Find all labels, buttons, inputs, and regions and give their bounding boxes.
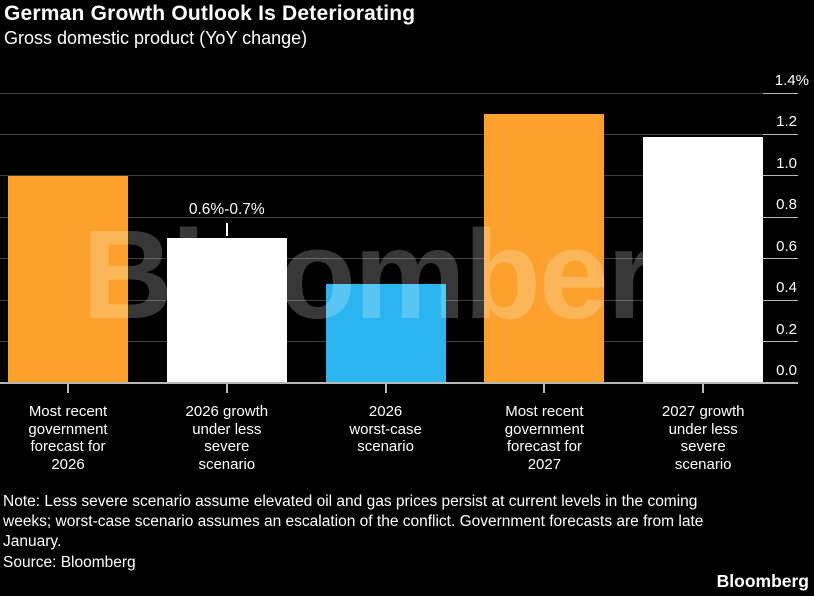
y-axis-label: 1.0: [776, 154, 797, 172]
y-axis-label: 1.4%: [774, 72, 809, 89]
y-axis-tick: [763, 175, 798, 177]
annotation-pointer-line: [225, 223, 228, 236]
gridline: [0, 92, 798, 94]
x-category-label: 2026 worst-case scenario: [349, 403, 422, 455]
x-category-label: 2026 growth under less severe scenario: [185, 403, 269, 473]
bloomberg-logo: Bloomberg: [716, 571, 809, 591]
x-axis-tick: [67, 384, 69, 393]
x-axis-tick: [702, 384, 705, 393]
y-axis-label: 1.2: [776, 113, 797, 131]
x-category-label: 2027 growth under less severe scenario: [661, 403, 745, 473]
y-axis-label: 0.2: [776, 320, 797, 338]
y-axis-tick: [763, 258, 798, 260]
y-axis-tick: [763, 299, 798, 301]
gridline: [0, 133, 798, 135]
y-axis-tick: [763, 216, 798, 218]
bar-3: [325, 283, 446, 383]
bar-5: [643, 136, 764, 383]
y-axis-tick: [763, 341, 798, 343]
bar-4: [484, 113, 605, 383]
source-line: Source: Bloomberg: [3, 554, 136, 571]
x-axis-tick: [384, 384, 387, 393]
bar-1: [8, 175, 128, 383]
x-category-label: Most recent government forecast for 2026: [28, 403, 108, 473]
y-axis-label: 0.8: [776, 196, 797, 214]
y-axis-label: 0.6: [776, 237, 797, 255]
y-axis-label: 0.4: [776, 279, 797, 297]
y-axis-tick: [763, 133, 798, 135]
gridline: [0, 175, 798, 177]
x-axis-baseline: [0, 382, 798, 384]
x-axis-tick: [543, 384, 546, 393]
y-axis-tick: [763, 382, 798, 384]
x-category-label: Most recent government forecast for 2027: [504, 403, 584, 473]
x-axis-tick: [225, 384, 228, 393]
bar-range-annotation: 0.6%-0.7%: [188, 201, 265, 218]
y-axis-tick: [763, 92, 798, 94]
gridline: [0, 216, 798, 218]
gridline: [0, 258, 798, 260]
y-axis-label: 0.0: [776, 362, 797, 379]
footnote: Note: Less severe scenario assume elevat…: [3, 493, 704, 550]
chart-subtitle: Gross domestic product (YoY change): [4, 28, 308, 48]
chart-title: German Growth Outlook Is Deteriorating: [4, 2, 416, 25]
bar-2: [166, 238, 287, 383]
